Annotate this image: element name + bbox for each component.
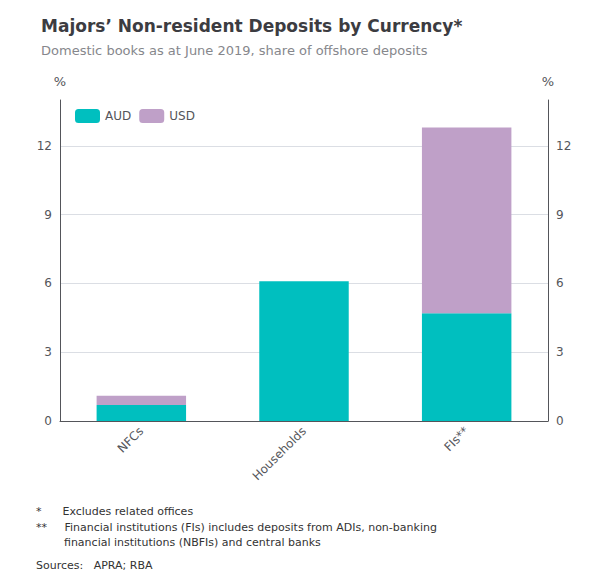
svg-text:* Excludes related office: * Excludes related offices [36, 505, 193, 518]
svg-text:3: 3 [44, 345, 52, 359]
svg-text:AUD: AUD [105, 109, 131, 123]
svg-text:Majors’ Non-resident Deposits: Majors’ Non-resident Deposits by Currenc… [41, 16, 462, 36]
svg-text:12: 12 [37, 139, 52, 153]
svg-text:Sources: APRA; RBA: Sources: APRA; RBA [36, 559, 153, 572]
svg-text:12: 12 [556, 139, 571, 153]
svg-text:0: 0 [44, 414, 52, 428]
svg-text:6: 6 [556, 276, 564, 290]
svg-text:6: 6 [44, 276, 52, 290]
svg-text:%: % [54, 74, 66, 89]
svg-text:0: 0 [556, 414, 564, 428]
svg-text:3: 3 [556, 345, 564, 359]
svg-text:FIs**: FIs** [441, 424, 471, 454]
svg-text:Domestic books as at June 2019: Domestic books as at June 2019, share of… [41, 43, 428, 58]
svg-text:9: 9 [556, 208, 564, 222]
svg-text:9: 9 [44, 208, 52, 222]
svg-text:%: % [542, 74, 554, 89]
svg-text:NFCs: NFCs [115, 424, 146, 455]
svg-text:Households: Households [250, 424, 309, 483]
svg-text:financial institutions (NBFIs): financial institutions (NBFIs) and centr… [36, 536, 321, 549]
svg-text:USD: USD [169, 109, 195, 123]
svg-text:** Financial institutions: ** Financial institutions (FIs) includes… [36, 521, 437, 534]
